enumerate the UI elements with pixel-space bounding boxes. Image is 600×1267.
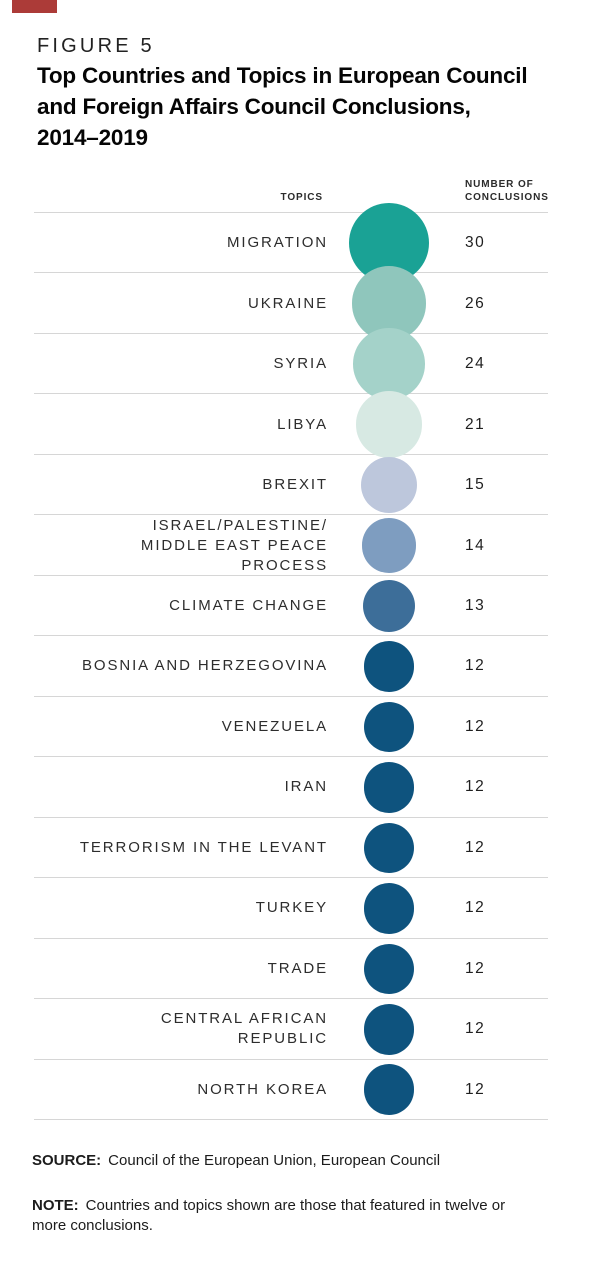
- topic-label: ISRAEL/PALESTINE/ MIDDLE EAST PEACE PROC…: [140, 516, 328, 574]
- figure-title: Top Countries and Topics in European Cou…: [37, 63, 528, 150]
- topic-label: LIBYA: [277, 415, 328, 433]
- topic-label: TURKEY: [255, 899, 328, 917]
- table-row: CLIMATE CHANGE 13: [34, 574, 548, 636]
- note-line: NOTE: Countries and topics shown are thos…: [32, 1196, 527, 1236]
- topic-label: TRADE: [267, 959, 328, 977]
- topic-label: TERRORISM IN THE LEVANT: [79, 838, 328, 856]
- value-bubble: [363, 701, 415, 753]
- table-row: CENTRAL AFRICAN REPUBLIC 12: [34, 998, 548, 1059]
- value-bubble: [363, 1064, 415, 1116]
- conclusions-count: 12: [465, 838, 486, 856]
- table-row: TRADE 12: [34, 937, 548, 999]
- topic-label: MIGRATION: [227, 234, 328, 252]
- table-row: MIGRATION 30: [34, 203, 548, 284]
- conclusions-count: 12: [465, 1020, 486, 1038]
- table-row: LIBYA 21: [34, 391, 548, 459]
- topics-column-header: TOPICS: [280, 192, 323, 203]
- topic-label: NORTH KOREA: [197, 1080, 328, 1098]
- source-line: SOURCE: Council of the European Union, Eu…: [32, 1151, 552, 1171]
- topic-label: VENEZUELA: [221, 717, 328, 735]
- brand-red-mark: [12, 0, 57, 13]
- table-row: NORTH KOREA 12: [34, 1058, 548, 1120]
- value-bubble: [363, 762, 415, 813]
- topic-label: IRAN: [284, 778, 328, 796]
- table-row: UKRAINE 26: [34, 266, 548, 341]
- source-label: SOURCE:: [32, 1152, 102, 1169]
- note-text: Countries and topics shown are those tha…: [32, 1197, 506, 1234]
- value-bubble: [363, 883, 415, 934]
- value-bubble: [363, 943, 415, 995]
- conclusions-count: 12: [465, 899, 486, 917]
- topic-label: BOSNIA AND HERZEGOVINA: [81, 657, 328, 675]
- conclusions-count: 15: [465, 476, 486, 494]
- note-label: NOTE:: [32, 1197, 79, 1214]
- conclusions-count: 12: [465, 1080, 486, 1098]
- value-bubble: [363, 1004, 415, 1055]
- table-row: ISRAEL/PALESTINE/ MIDDLE EAST PEACE PROC…: [34, 514, 548, 575]
- table-bottom-rule: [34, 1119, 548, 1120]
- table-row: SYRIA 24: [34, 328, 548, 400]
- topic-label: BREXIT: [262, 476, 328, 494]
- value-bubble: [361, 518, 417, 573]
- topic-label: UKRAINE: [248, 294, 328, 312]
- conclusions-count: 21: [465, 415, 486, 433]
- conclusions-count: 30: [465, 234, 486, 252]
- topic-label: CENTRAL AFRICAN REPUBLIC: [160, 1010, 328, 1048]
- value-bubble: [362, 579, 416, 633]
- table-row: VENEZUELA 12: [34, 695, 548, 757]
- table-row: TERRORISM IN THE LEVANT 12: [34, 816, 548, 878]
- value-bubble: [363, 822, 415, 874]
- topic-label: CLIMATE CHANGE: [169, 597, 328, 615]
- conclusions-count: 12: [465, 959, 486, 977]
- conclusions-count: 12: [465, 717, 486, 735]
- table-row: IRAN 12: [34, 756, 548, 817]
- topic-label: SYRIA: [273, 355, 328, 373]
- source-text: Council of the European Union, European …: [108, 1152, 441, 1169]
- value-bubble: [353, 328, 425, 400]
- table-row: TURKEY 12: [34, 877, 548, 938]
- conclusions-count: 13: [465, 597, 486, 615]
- conclusions-count: 12: [465, 657, 486, 675]
- table-row: BOSNIA AND HERZEGOVINA 12: [34, 635, 548, 696]
- conclusions-count: 26: [465, 294, 486, 312]
- figure-number-label: FIGURE 5: [37, 35, 155, 57]
- value-bubble: [363, 641, 415, 692]
- value-bubble: [360, 456, 418, 514]
- conclusions-count: 12: [465, 778, 486, 796]
- conclusions-count: 14: [465, 536, 486, 554]
- value-bubble: [355, 391, 423, 459]
- conclusions-column-header: NUMBER OF CONCLUSIONS: [465, 179, 549, 203]
- table-row: BREXIT 15: [34, 453, 548, 515]
- conclusions-count: 24: [465, 355, 486, 373]
